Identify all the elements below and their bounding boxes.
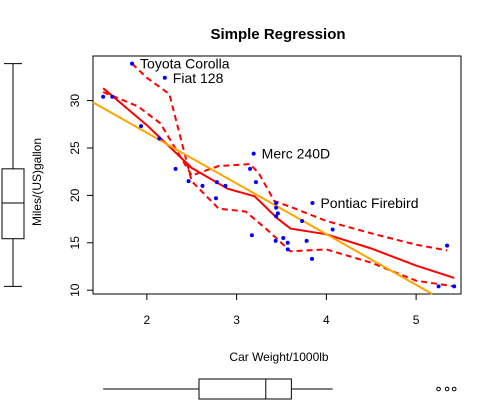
data-point bbox=[273, 238, 278, 243]
data-point bbox=[130, 61, 135, 66]
data-point bbox=[304, 238, 309, 243]
data-point bbox=[281, 236, 286, 241]
y-tick-label: 10 bbox=[68, 283, 82, 297]
data-point bbox=[285, 240, 290, 245]
data-point bbox=[274, 205, 279, 210]
chart-title: Simple Regression bbox=[210, 26, 345, 43]
y-tick-label: 20 bbox=[68, 188, 82, 202]
lowess-line bbox=[102, 87, 455, 279]
data-point bbox=[452, 284, 457, 289]
y-axis-label: Miles/(US)gallon bbox=[30, 138, 44, 226]
data-point bbox=[157, 136, 162, 141]
data-point bbox=[251, 151, 256, 156]
data-point bbox=[436, 284, 441, 289]
box-x-iqr bbox=[198, 378, 292, 400]
data-point bbox=[274, 214, 279, 219]
data-point bbox=[300, 218, 305, 223]
data-point bbox=[139, 124, 144, 129]
y-axis: 10 15 20 25 30 bbox=[68, 94, 94, 297]
data-point bbox=[310, 256, 315, 261]
data-point bbox=[330, 227, 335, 232]
point-label: Toyota Corolla bbox=[140, 56, 230, 72]
data-point bbox=[274, 200, 279, 205]
y-tick-label: 15 bbox=[68, 236, 82, 250]
data-point bbox=[253, 180, 258, 185]
series-lowess bbox=[102, 87, 455, 279]
band-upper-line bbox=[102, 91, 448, 252]
series-band-lower bbox=[131, 62, 455, 288]
y-tick-label: 30 bbox=[68, 94, 82, 108]
data-point bbox=[173, 166, 178, 171]
data-point bbox=[285, 247, 290, 252]
data-point bbox=[249, 233, 254, 238]
boxplot-x bbox=[103, 378, 457, 400]
x-tick-label: 4 bbox=[323, 313, 330, 327]
x-axis-label: Car Weight/1000lb bbox=[229, 350, 328, 364]
data-point bbox=[214, 180, 219, 185]
data-point bbox=[275, 211, 280, 216]
data-point bbox=[248, 166, 253, 171]
boxplot-y bbox=[1, 63, 25, 287]
data-point bbox=[310, 200, 315, 205]
data-point bbox=[200, 183, 205, 188]
box-x-outlier bbox=[451, 386, 457, 392]
data-point bbox=[162, 75, 167, 80]
point-label: Merc 240D bbox=[262, 146, 330, 162]
band-lower-line bbox=[131, 62, 455, 288]
series-band-upper bbox=[102, 91, 448, 252]
box-x-outlier bbox=[436, 386, 441, 392]
y-tick-label: 25 bbox=[68, 141, 82, 155]
data-point bbox=[101, 94, 106, 99]
plot-frame bbox=[92, 55, 462, 295]
data-point bbox=[186, 179, 191, 184]
series-points bbox=[101, 61, 457, 289]
regression-line bbox=[92, 101, 433, 295]
data-point bbox=[110, 94, 115, 99]
data-point bbox=[445, 243, 450, 248]
point-label: Fiat 128 bbox=[173, 70, 224, 86]
x-tick-label: 5 bbox=[413, 313, 420, 327]
x-axis: 2 3 4 5 bbox=[144, 293, 420, 327]
data-point bbox=[223, 183, 228, 188]
data-point bbox=[213, 196, 218, 201]
point-label: Pontiac Firebird bbox=[320, 195, 418, 211]
series-regression bbox=[92, 101, 433, 295]
box-x-outlier bbox=[444, 386, 450, 392]
x-tick-label: 2 bbox=[144, 313, 151, 327]
x-tick-label: 3 bbox=[233, 313, 240, 327]
box-y-iqr bbox=[1, 168, 25, 240]
